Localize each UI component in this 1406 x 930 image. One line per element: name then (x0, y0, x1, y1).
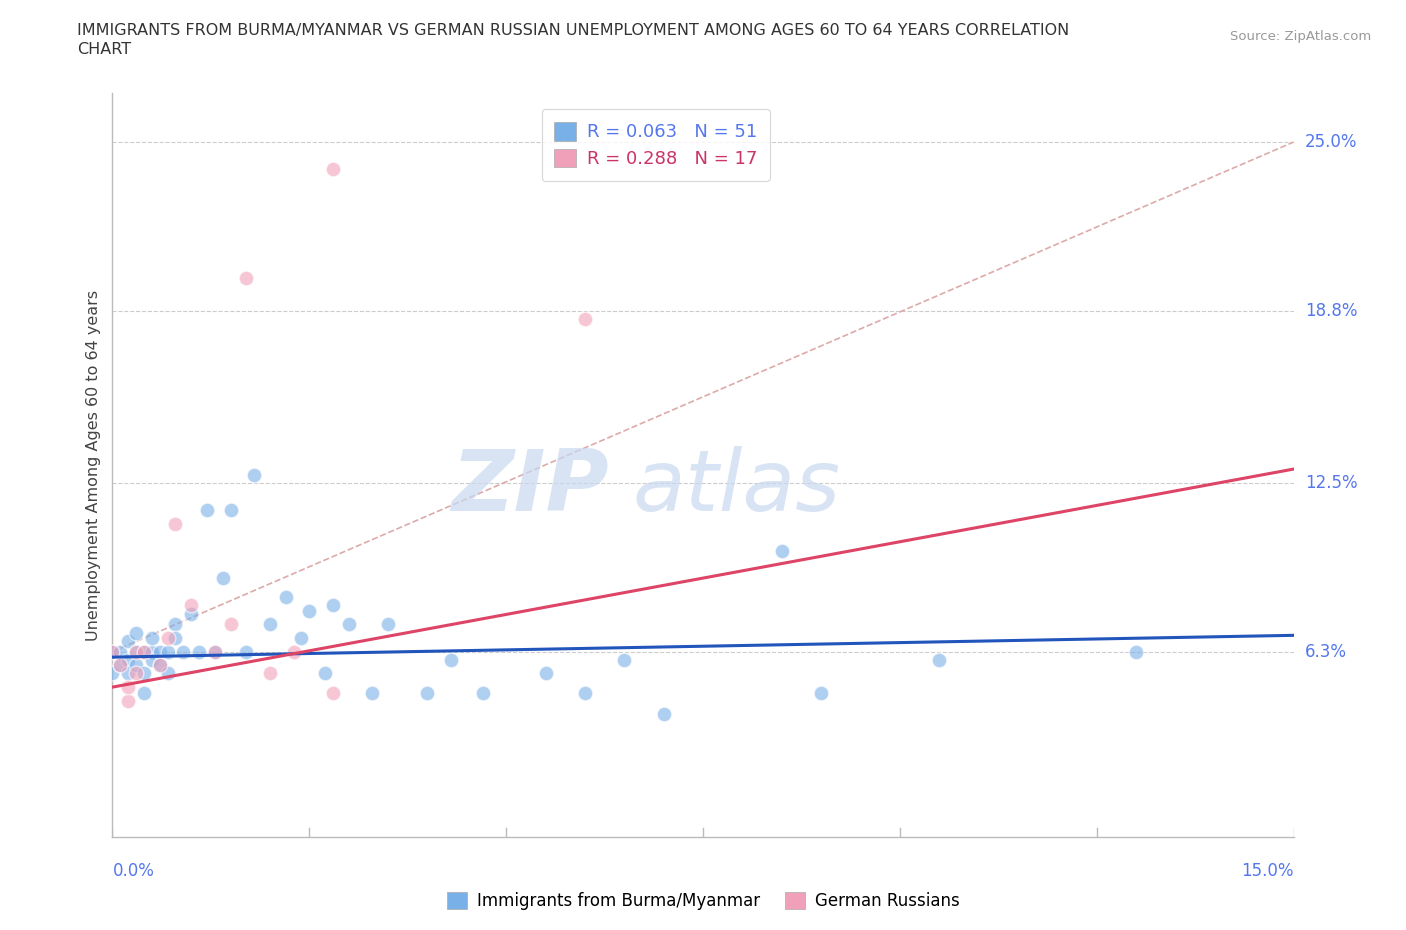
Point (283, 644, 305, 659)
Point (132, 685, 155, 700)
Text: CHART: CHART (77, 42, 131, 57)
Point (156, 631, 179, 645)
Point (195, 502, 218, 517)
Text: 18.8%: 18.8% (1305, 302, 1357, 320)
Point (149, 658, 172, 672)
Point (149, 644, 172, 659)
Point (141, 653, 163, 668)
Legend: Immigrants from Burma/Myanmar, German Russians: Immigrants from Burma/Myanmar, German Ru… (440, 885, 966, 917)
Text: 6.3%: 6.3% (1305, 643, 1347, 660)
Point (322, 162, 344, 177)
Point (1125, 644, 1147, 659)
Point (534, 666, 557, 681)
Point (770, 543, 793, 558)
Point (156, 644, 179, 659)
Point (188, 644, 211, 659)
Point (290, 631, 312, 645)
Point (125, 644, 148, 659)
Point (117, 633, 139, 648)
Text: 25.0%: 25.0% (1305, 133, 1357, 151)
Point (322, 685, 344, 700)
Point (613, 653, 636, 668)
Point (574, 312, 596, 326)
Point (117, 653, 139, 668)
Point (243, 467, 266, 482)
Point (219, 617, 242, 631)
Point (101, 644, 124, 659)
Text: atlas: atlas (633, 445, 841, 529)
Point (141, 644, 163, 659)
Point (235, 271, 257, 286)
Text: Source: ZipAtlas.com: Source: ZipAtlas.com (1230, 30, 1371, 43)
Point (125, 666, 148, 681)
Point (110, 658, 132, 672)
Y-axis label: Unemployment Among Ages 60 to 64 years: Unemployment Among Ages 60 to 64 years (86, 289, 101, 641)
Point (101, 666, 124, 681)
Point (172, 644, 194, 659)
Text: 12.5%: 12.5% (1305, 473, 1357, 492)
Point (361, 685, 384, 700)
Text: 0.0%: 0.0% (112, 862, 155, 880)
Point (337, 617, 360, 631)
Point (652, 707, 675, 722)
Text: IMMIGRANTS FROM BURMA/MYANMAR VS GERMAN RUSSIAN UNEMPLOYMENT AMONG AGES 60 TO 64: IMMIGRANTS FROM BURMA/MYANMAR VS GERMAN … (77, 23, 1070, 38)
Point (180, 606, 202, 621)
Point (204, 644, 226, 659)
Point (141, 631, 163, 645)
Point (117, 680, 139, 695)
Point (165, 631, 187, 645)
Point (110, 658, 132, 672)
Point (211, 571, 233, 586)
Point (259, 666, 281, 681)
Text: 15.0%: 15.0% (1241, 862, 1294, 880)
Point (117, 666, 139, 681)
Point (101, 644, 124, 659)
Point (322, 598, 344, 613)
Point (314, 666, 336, 681)
Legend: R = 0.063   N = 51, R = 0.288   N = 17: R = 0.063 N = 51, R = 0.288 N = 17 (541, 110, 770, 180)
Point (180, 598, 202, 613)
Point (274, 590, 297, 604)
Point (471, 685, 494, 700)
Point (156, 666, 179, 681)
Point (125, 644, 148, 659)
Point (574, 685, 596, 700)
Point (235, 644, 257, 659)
Point (219, 502, 242, 517)
Point (810, 685, 832, 700)
Point (165, 516, 187, 531)
Point (377, 617, 399, 631)
Point (110, 644, 132, 659)
Point (440, 653, 463, 668)
Point (204, 644, 226, 659)
Point (125, 625, 148, 640)
Point (132, 666, 155, 681)
Point (117, 693, 139, 708)
Point (416, 685, 439, 700)
Point (165, 617, 187, 631)
Point (125, 658, 148, 672)
Point (132, 644, 155, 659)
Point (298, 604, 321, 618)
Point (132, 644, 155, 659)
Point (259, 617, 281, 631)
Point (149, 658, 172, 672)
Text: ZIP: ZIP (451, 445, 609, 529)
Point (928, 653, 950, 668)
